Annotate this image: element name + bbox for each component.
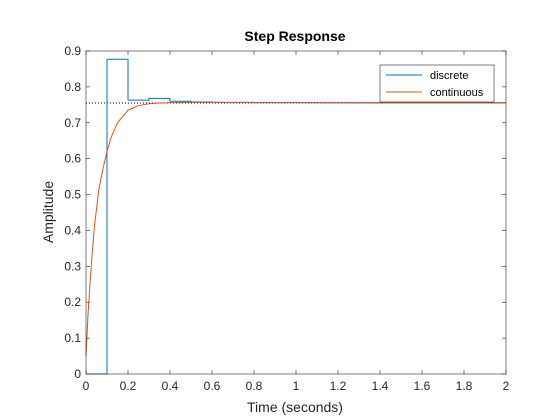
legend-box (379, 64, 495, 103)
x-tick-label: 0.2 (120, 379, 137, 393)
y-tick-label: 0.7 (64, 116, 81, 130)
y-tick-label: 0.4 (64, 223, 81, 237)
y-tick-label: 0 (74, 367, 81, 381)
x-tick-label: 0 (83, 379, 90, 393)
legend-label-continuous: continuous (430, 87, 484, 99)
x-tick-label: 1.8 (456, 379, 473, 393)
y-tick-label: 0.6 (64, 152, 81, 166)
x-tick-label: 1.2 (330, 379, 347, 393)
y-tick-label: 0.1 (64, 331, 81, 345)
legend: discrete continuous (379, 64, 495, 103)
y-tick-label: 0.8 (64, 80, 81, 94)
x-tick-label: 0.8 (246, 379, 263, 393)
y-tick-label: 0.2 (64, 295, 81, 309)
x-tick-label: 0.4 (162, 379, 179, 393)
series-continuous (85, 101, 506, 357)
x-axis-label: Time (seconds) (247, 399, 343, 415)
x-tick-label: 1.6 (414, 379, 431, 393)
chart-title: Step Response (244, 28, 345, 44)
y-axis-label: Amplitude (40, 181, 56, 243)
y-tick-label: 0.3 (64, 259, 81, 273)
legend-label-discrete: discrete (430, 70, 469, 82)
x-tick-label: 2 (503, 379, 510, 393)
y-tick-label: 0.9 (64, 44, 81, 58)
plot-area (86, 51, 506, 374)
x-tick-label: 0.6 (204, 379, 221, 393)
y-tick-label: 0.5 (64, 188, 81, 202)
x-tick-label: 1 (293, 379, 300, 393)
x-tick-label: 1.4 (372, 379, 389, 393)
